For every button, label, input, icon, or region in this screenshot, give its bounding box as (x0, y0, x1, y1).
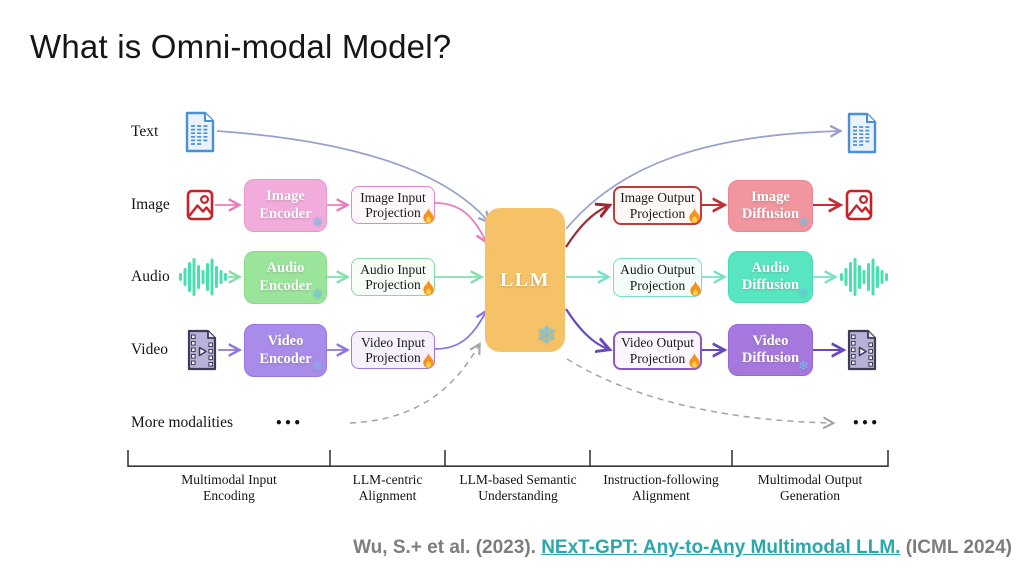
audio-diffusion-label: Audio Diffusion (741, 259, 800, 293)
video-encoder-label: Video Encoder (259, 333, 312, 367)
audio-output-projection-box: Audio Output Projection (613, 258, 702, 297)
snowflake-icon: ❄ (312, 214, 323, 230)
row-label-audio: Audio (131, 268, 170, 285)
snowflake-icon: ❄ (798, 214, 809, 230)
text-document-icon (184, 111, 216, 158)
stage-llm-based-semantic-understanding: LLM-based Semantic Understanding (459, 472, 577, 503)
page-title: What is Omni-modal Model? (30, 28, 452, 65)
image-input-projection-label: Image Input Projection (360, 189, 426, 220)
video-diffusion-label: Video Diffusion (741, 332, 800, 366)
wire-llm-to-videoproj (565, 308, 608, 349)
image-encoder-box: Image Encoder ❄ (244, 179, 327, 232)
video-diffusion-box: Video Diffusion ❄ (728, 324, 813, 376)
citation: Wu, S.+ et al. (2023). NExT-GPT: Any-to-… (353, 537, 1012, 559)
wire-text-output (565, 131, 839, 230)
stage-instruction-following-alignment: Instruction-following Alignment (603, 472, 719, 503)
row-label-image: Image (131, 196, 170, 213)
flame-icon (420, 279, 437, 301)
video-output-projection-label: Video Output Projection (620, 335, 695, 366)
row-label-video: Video (131, 341, 168, 358)
video-output-projection-box: Video Output Projection (613, 331, 702, 370)
audio-waveform-icon (178, 257, 228, 302)
flame-icon (420, 207, 437, 229)
video-encoder-box: Video Encoder ❄ (244, 324, 327, 377)
stage-bracket (127, 450, 889, 467)
llm-box: LLM ❄ (485, 208, 565, 352)
snowflake-icon: ❄ (798, 358, 809, 374)
snowflake-icon: ❄ (798, 285, 809, 301)
audio-input-projection-box: Audio Input Projection (351, 258, 435, 296)
audio-encoder-box: Audio Encoder ❄ (244, 251, 327, 304)
stage-llm-centric-alignment: LLM-centric Alignment (352, 472, 423, 503)
image-input-projection-box: Image Input Projection (351, 186, 435, 224)
flame-icon (687, 280, 704, 302)
audio-encoder-label: Audio Encoder (259, 260, 312, 294)
wire-text-input (216, 130, 488, 221)
citation-link[interactable]: NExT-GPT: Any-to-Any Multimodal LLM. (541, 537, 901, 558)
wire-imageproj-to-llm (434, 202, 486, 241)
image-output-projection-label: Image Output Projection (620, 190, 695, 221)
flame-icon (686, 207, 703, 229)
wire-more-input-dashed (349, 345, 479, 424)
audio-waveform-icon (839, 257, 889, 302)
video-file-icon (187, 329, 217, 376)
more-modalities-dots-right: ••• (852, 416, 880, 430)
image-output-projection-box: Image Output Projection (613, 186, 702, 225)
audio-diffusion-box: Audio Diffusion ❄ (728, 251, 813, 303)
snowflake-icon: ❄ (312, 359, 323, 375)
image-diffusion-label: Image Diffusion (741, 188, 800, 222)
video-file-icon (847, 329, 877, 376)
flame-icon (420, 352, 437, 374)
audio-output-projection-label: Audio Output Projection (620, 262, 695, 293)
citation-suffix: (ICML 2024) (900, 537, 1012, 558)
row-label-more-modalities: More modalities (131, 414, 234, 431)
more-modalities-dots-left: ••• (275, 416, 303, 430)
flame-icon (686, 352, 703, 374)
citation-prefix: Wu, S.+ et al. (2023). (353, 537, 542, 558)
video-input-projection-box: Video Input Projection (351, 331, 435, 369)
snowflake-icon: ❄ (312, 286, 323, 302)
llm-label: LLM (499, 268, 551, 291)
image-icon (186, 188, 214, 227)
wire-llm-to-imageproj (565, 206, 608, 248)
text-document-icon (846, 112, 878, 159)
row-label-text: Text (131, 123, 159, 140)
stage-multimodal-input-encoding: Multimodal Input Encoding (181, 472, 277, 503)
audio-input-projection-label: Audio Input Projection (360, 261, 426, 292)
wire-videoproj-to-llm (434, 312, 486, 350)
snowflake-icon: ❄ (536, 321, 558, 349)
image-diffusion-box: Image Diffusion ❄ (728, 180, 813, 232)
wire-more-output-dashed (566, 358, 832, 423)
image-icon (845, 188, 873, 227)
image-encoder-label: Image Encoder (259, 188, 312, 222)
video-input-projection-label: Video Input Projection (360, 334, 426, 365)
stage-multimodal-output-generation: Multimodal Output Generation (757, 472, 863, 503)
